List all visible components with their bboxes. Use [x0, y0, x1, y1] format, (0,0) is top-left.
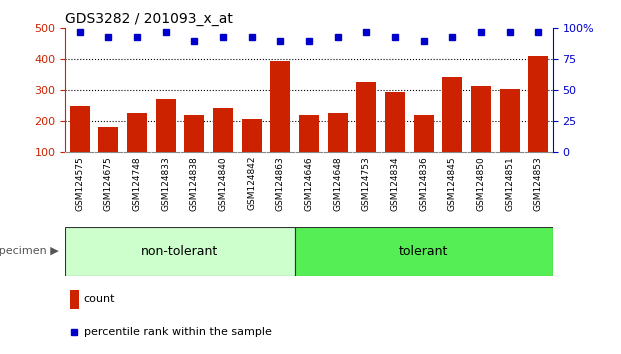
Text: GSM124850: GSM124850 — [476, 156, 486, 211]
Bar — [528, 56, 548, 152]
Text: GSM124845: GSM124845 — [448, 156, 457, 211]
Text: percentile rank within the sample: percentile rank within the sample — [84, 327, 271, 337]
Bar — [127, 113, 147, 152]
Bar — [385, 92, 405, 152]
Text: GDS3282 / 201093_x_at: GDS3282 / 201093_x_at — [65, 12, 233, 26]
Bar — [242, 119, 261, 152]
Bar — [328, 113, 348, 152]
Text: GSM124840: GSM124840 — [219, 156, 227, 211]
Text: GSM124833: GSM124833 — [161, 156, 170, 211]
Bar — [70, 106, 89, 152]
Text: GSM124646: GSM124646 — [304, 156, 314, 211]
Text: GSM124836: GSM124836 — [419, 156, 428, 211]
Text: GSM124675: GSM124675 — [104, 156, 113, 211]
Text: GSM124853: GSM124853 — [534, 156, 543, 211]
Bar — [294, 227, 553, 276]
Bar — [155, 99, 176, 152]
Bar — [471, 86, 491, 152]
Bar — [70, 290, 79, 309]
Bar — [442, 77, 463, 152]
Text: GSM124851: GSM124851 — [505, 156, 514, 211]
Text: GSM124748: GSM124748 — [132, 156, 142, 211]
Text: GSM124838: GSM124838 — [190, 156, 199, 211]
Bar — [213, 108, 233, 152]
Bar — [414, 115, 433, 152]
Bar — [65, 227, 294, 276]
Bar — [270, 61, 290, 152]
Text: GSM124575: GSM124575 — [75, 156, 84, 211]
Text: GSM124648: GSM124648 — [333, 156, 342, 211]
Text: GSM124842: GSM124842 — [247, 156, 256, 210]
Bar — [184, 115, 204, 152]
Text: non-tolerant: non-tolerant — [142, 245, 219, 258]
Text: specimen ▶: specimen ▶ — [0, 246, 59, 256]
Text: GSM124863: GSM124863 — [276, 156, 285, 211]
Bar — [98, 127, 118, 152]
Text: GSM124753: GSM124753 — [362, 156, 371, 211]
Text: GSM124834: GSM124834 — [391, 156, 399, 211]
Text: count: count — [84, 294, 116, 304]
Bar — [356, 81, 376, 152]
Bar — [299, 115, 319, 152]
Text: tolerant: tolerant — [399, 245, 448, 258]
Bar — [500, 89, 520, 152]
